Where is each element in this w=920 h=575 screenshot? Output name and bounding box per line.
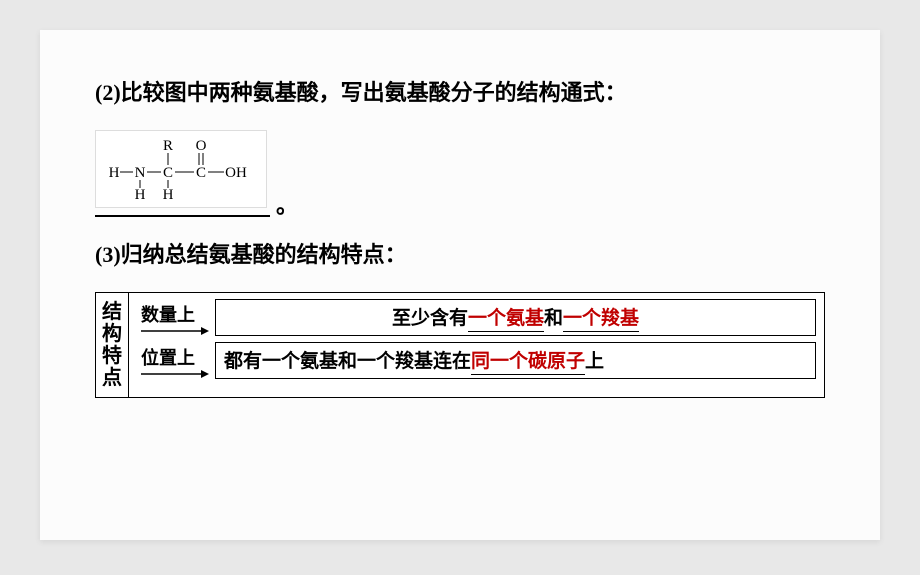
atom-C2: C: [196, 165, 206, 181]
atom-N: N: [135, 165, 146, 181]
row2-content: 都有一个氨基和一个羧基连在 同一个碳原子 上: [215, 342, 816, 379]
summary-diagram: 结 构 特 点 数量上 至少含有 一个氨基 和 一个羧基: [95, 292, 825, 398]
row1-content: 至少含有 一个氨基 和 一个羧基: [215, 299, 816, 336]
formula-answer-line: R O H N C C OH H H: [95, 130, 825, 217]
atom-O: O: [196, 139, 207, 154]
period-mark: 。: [276, 188, 298, 220]
summary-row-quantity: 数量上 至少含有 一个氨基 和 一个羧基: [141, 299, 816, 336]
atom-C1: C: [163, 165, 173, 181]
question-2-text: (2)比较图中两种氨基酸，写出氨基酸分子的结构通式：: [95, 75, 825, 110]
summary-row-position: 位置上 都有一个氨基和一个羧基连在 同一个碳原子 上: [141, 342, 816, 379]
formula-underline: R O H N C C OH H H: [95, 130, 270, 217]
row1-label: 数量上: [141, 301, 195, 327]
atom-H-left: H: [109, 165, 120, 181]
amino-acid-formula: R O H N C C OH H H: [95, 130, 267, 208]
summary-left-label: 结 构 特 点: [96, 293, 129, 397]
atom-OH: OH: [225, 165, 247, 181]
row2-label: 位置上: [141, 344, 195, 370]
question-3-text: (3)归纳总结氨基酸的结构特点：: [95, 237, 825, 272]
arrow-icon: [141, 327, 209, 335]
atom-R: R: [163, 139, 173, 154]
slide-page: (2)比较图中两种氨基酸，写出氨基酸分子的结构通式： R O H N C C O…: [40, 30, 880, 540]
summary-right: 数量上 至少含有 一个氨基 和 一个羧基 位置上: [129, 293, 824, 397]
atom-H-b1: H: [135, 187, 146, 201]
structural-formula-svg: R O H N C C OH H H: [106, 139, 256, 201]
atom-H-b2: H: [163, 187, 174, 201]
arrow-icon: [141, 370, 209, 378]
